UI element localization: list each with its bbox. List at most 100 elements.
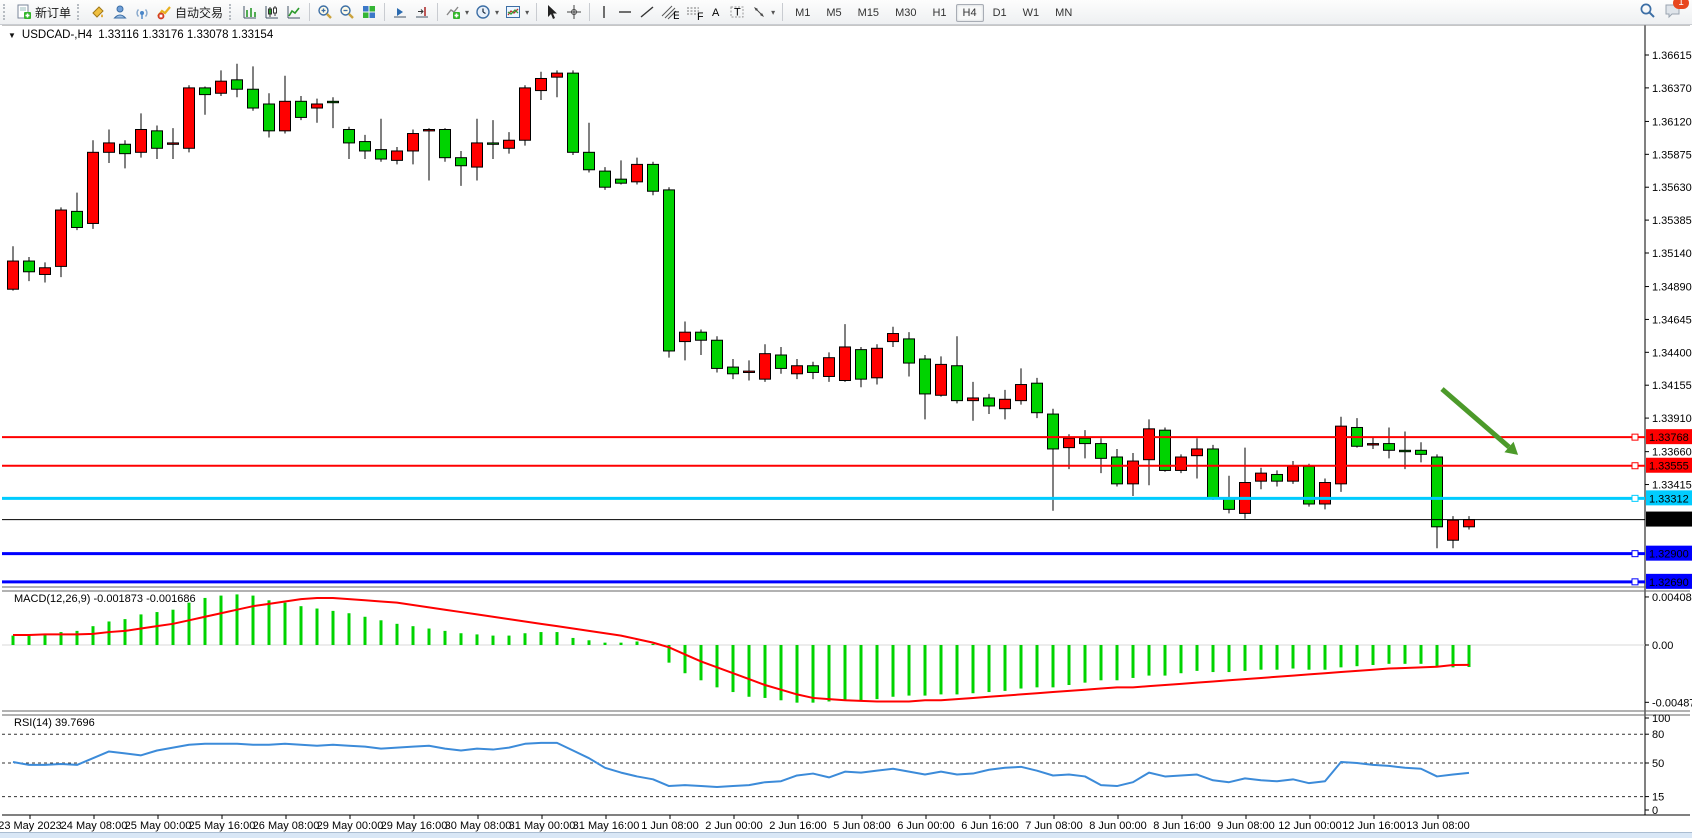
vertical-line-button[interactable] xyxy=(594,1,614,23)
search-icon[interactable] xyxy=(1639,2,1656,22)
equidistant-channel-icon: E xyxy=(661,4,679,20)
crosshair-button[interactable] xyxy=(563,1,585,23)
price-axis-tick: 1.35875 xyxy=(1652,149,1692,161)
time-axis-label: 12 Jun 00:00 xyxy=(1278,820,1342,832)
candle-body xyxy=(1191,448,1203,457)
chart-shift-button[interactable] xyxy=(411,1,433,23)
templates-dropdown-arrow[interactable]: ▾ xyxy=(525,7,530,17)
toolbar-grip[interactable] xyxy=(77,4,84,20)
timeframe-W1[interactable]: W1 xyxy=(1022,7,1040,19)
timeframe-MN[interactable]: MN xyxy=(1055,7,1073,19)
person-icon xyxy=(112,4,128,20)
price-axis-tick: 1.36370 xyxy=(1652,83,1692,95)
cursor-icon xyxy=(544,4,560,20)
text-button[interactable]: A xyxy=(706,1,726,23)
chat-button[interactable]: 1 xyxy=(1664,0,1689,22)
time-axis-label: 24 May 08:00 xyxy=(61,820,128,832)
price-axis-tick: 1.34400 xyxy=(1652,347,1692,359)
cursor-button[interactable] xyxy=(541,1,563,23)
candle-body xyxy=(983,397,995,407)
crosshair-icon xyxy=(566,4,582,20)
candle-body xyxy=(791,365,803,375)
new-order-button[interactable]: 新订单 xyxy=(13,1,74,23)
candle-body xyxy=(711,339,723,369)
timeframe-M5[interactable]: M5 xyxy=(826,7,842,19)
toolbar-grip[interactable] xyxy=(3,4,10,20)
styler-button[interactable] xyxy=(87,1,109,23)
periods-button[interactable]: ▾ xyxy=(472,1,502,23)
rsi-axis-tick: 100 xyxy=(1652,713,1670,725)
candle-body xyxy=(151,130,163,149)
time-axis-label: 6 Jun 16:00 xyxy=(961,820,1019,832)
candle-body xyxy=(71,210,83,228)
candle-body xyxy=(1015,384,1027,402)
candle-body xyxy=(1271,473,1283,482)
chart-dropdown-icon[interactable]: ▼ xyxy=(8,30,16,40)
horizontal-line-button[interactable] xyxy=(614,1,636,23)
time-axis-label: 8 Jun 00:00 xyxy=(1089,820,1147,832)
toolbar-grip[interactable] xyxy=(229,4,236,20)
fibonacci-button[interactable]: F xyxy=(682,1,706,23)
price-line-handle[interactable] xyxy=(1631,578,1639,586)
timeframe-H4[interactable]: H4 xyxy=(955,4,984,22)
candle-body xyxy=(519,87,531,141)
candlestick-chart-button[interactable] xyxy=(261,1,283,23)
timeframe-M30[interactable]: M30 xyxy=(895,7,917,19)
equidistant-channel-button[interactable]: E xyxy=(658,1,682,23)
candle-body xyxy=(1367,443,1379,446)
price-axis-tick: 1.34645 xyxy=(1652,314,1692,326)
candle-body xyxy=(1079,437,1091,445)
arrows-button[interactable]: ▾ xyxy=(748,1,778,23)
signal-icon xyxy=(134,4,150,20)
price-line-handle[interactable] xyxy=(1631,462,1639,470)
price-axis-tick: 1.36120 xyxy=(1652,116,1692,128)
time-axis-label: 25 May 16:00 xyxy=(189,820,256,832)
candle-body xyxy=(359,141,371,152)
line-chart-button[interactable] xyxy=(283,1,305,23)
signal-button[interactable] xyxy=(131,1,153,23)
time-axis-label: 23 May 2023 xyxy=(0,820,62,832)
auto-scroll-button[interactable] xyxy=(389,1,411,23)
annotation-arrow-head[interactable] xyxy=(1504,441,1519,455)
auto-trading-button[interactable]: 自动交易 xyxy=(153,1,226,23)
price-axis-tick: 1.36615 xyxy=(1652,50,1692,62)
candle-body xyxy=(231,79,243,90)
price-axis-tick: 1.33415 xyxy=(1652,480,1692,492)
zoom-out-button[interactable] xyxy=(336,1,358,23)
annotation-arrow[interactable] xyxy=(1440,387,1511,449)
price-line-badge xyxy=(1646,573,1692,589)
trendline-button[interactable] xyxy=(636,1,658,23)
timeframe-D1[interactable]: D1 xyxy=(992,7,1007,19)
templates-icon xyxy=(505,4,521,20)
community-button[interactable] xyxy=(109,1,131,23)
price-line-handle[interactable] xyxy=(1631,433,1639,441)
time-axis-label: 2 Jun 00:00 xyxy=(705,820,763,832)
timeframe-H1[interactable]: H1 xyxy=(932,7,947,19)
text-label-button[interactable]: T xyxy=(726,1,748,23)
candle-body xyxy=(1415,449,1427,455)
zoom-in-button[interactable] xyxy=(314,1,336,23)
price-line-handle[interactable] xyxy=(1631,494,1639,502)
price-line-badge-text: 1.32690 xyxy=(1649,577,1689,589)
time-axis-label: 13 Jun 08:00 xyxy=(1406,820,1470,832)
price-line-badge xyxy=(1646,429,1692,445)
candle-body xyxy=(1383,443,1395,451)
time-axis-label: 29 May 00:00 xyxy=(317,820,384,832)
periods-dropdown-arrow[interactable]: ▾ xyxy=(495,7,500,17)
price-line-badge xyxy=(1646,457,1692,473)
candlestick-chart-icon xyxy=(264,4,280,20)
price-line-handle[interactable] xyxy=(1631,550,1639,558)
indicators-dropdown-arrow[interactable]: ▾ xyxy=(465,7,470,17)
timeframe-M1[interactable]: M1 xyxy=(795,7,811,19)
arrows-dropdown-arrow[interactable]: ▾ xyxy=(771,7,776,17)
line-chart-icon xyxy=(286,4,302,20)
candle-body xyxy=(119,143,131,155)
tile-windows-button[interactable] xyxy=(358,1,380,23)
candle-body xyxy=(343,128,355,144)
timeframe-M15[interactable]: M15 xyxy=(857,7,880,19)
indicators-button[interactable]: ▾ xyxy=(442,1,472,23)
templates-button[interactable]: ▾ xyxy=(502,1,532,23)
bar-chart-button[interactable] xyxy=(239,1,261,23)
